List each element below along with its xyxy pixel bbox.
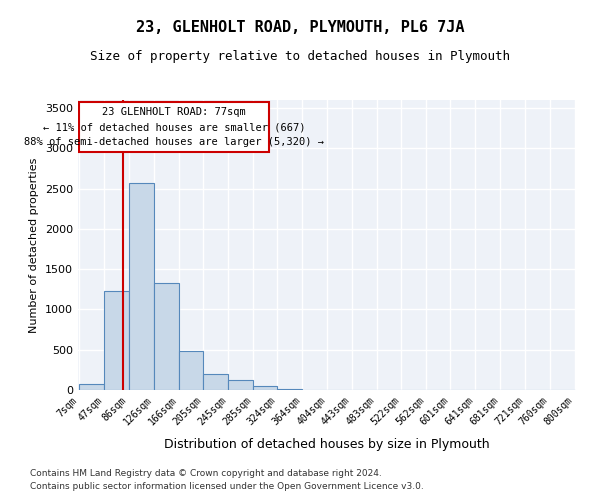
Bar xyxy=(203,374,228,390)
Bar xyxy=(228,380,253,390)
Text: Size of property relative to detached houses in Plymouth: Size of property relative to detached ho… xyxy=(90,50,510,63)
Text: Contains public sector information licensed under the Open Government Licence v3: Contains public sector information licen… xyxy=(30,482,424,491)
Bar xyxy=(154,284,179,390)
FancyBboxPatch shape xyxy=(79,102,269,152)
Text: 23 GLENHOLT ROAD: 77sqm
← 11% of detached houses are smaller (667)
88% of semi-d: 23 GLENHOLT ROAD: 77sqm ← 11% of detache… xyxy=(24,108,324,147)
Bar xyxy=(253,386,277,390)
Bar xyxy=(277,389,302,390)
Text: Contains HM Land Registry data © Crown copyright and database right 2024.: Contains HM Land Registry data © Crown c… xyxy=(30,468,382,477)
Bar xyxy=(179,350,203,390)
Bar xyxy=(79,384,104,390)
X-axis label: Distribution of detached houses by size in Plymouth: Distribution of detached houses by size … xyxy=(164,438,490,451)
Bar xyxy=(128,182,154,390)
Y-axis label: Number of detached properties: Number of detached properties xyxy=(29,158,40,332)
Bar xyxy=(104,292,128,390)
Text: 23, GLENHOLT ROAD, PLYMOUTH, PL6 7JA: 23, GLENHOLT ROAD, PLYMOUTH, PL6 7JA xyxy=(136,20,464,35)
